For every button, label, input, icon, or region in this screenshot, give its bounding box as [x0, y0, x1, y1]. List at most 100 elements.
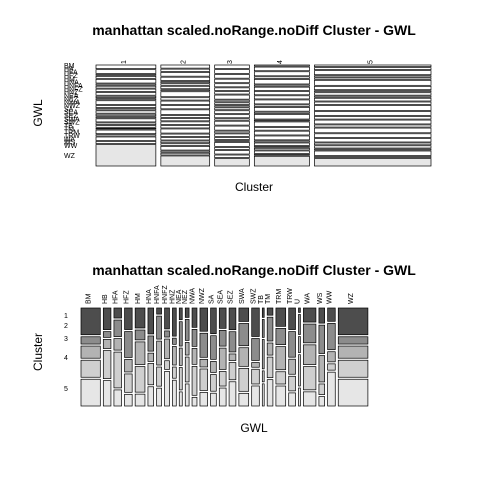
top-tile [253, 154, 310, 156]
bottom-tile-cluster-2 [172, 337, 177, 345]
bottom-x-tick-label: U [295, 299, 302, 304]
bottom-x-tick-label: TM [265, 294, 272, 304]
top-y-tick-label: NWA [64, 100, 80, 107]
top-x-axis-label: Cluster [235, 180, 273, 194]
bottom-tile-cluster-5 [113, 389, 122, 407]
top-tile [253, 66, 310, 72]
top-x-tick-label: 1 [121, 60, 128, 64]
bottom-column-HNFZ [164, 307, 170, 407]
top-mosaic-columns [95, 64, 432, 167]
bottom-x-tick-label: WZ [348, 292, 355, 304]
bottom-tile-cluster-2 [102, 331, 112, 338]
bottom-x-tick-labels: BM HB HFA HFZ HM HNA HNFA HNFZ HNZ NEA NEZ NWA NWZ SA… [86, 285, 355, 304]
bottom-column-HM [134, 307, 146, 407]
bottom-tile-cluster-2 [113, 319, 122, 337]
bottom-tile-cluster-3 [298, 336, 301, 354]
bottom-tile-cluster-5 [178, 391, 183, 407]
top-tile [160, 121, 211, 125]
bottom-tile-cluster-3 [156, 340, 162, 366]
top-tile [214, 130, 250, 134]
top-y-tick-label: SWA [64, 116, 80, 123]
top-y-tick-label: TM [64, 126, 74, 133]
bottom-x-tick-label: TB [258, 295, 265, 304]
top-y-tick-label: HNZ [64, 90, 79, 97]
bottom-x-tick-label: WS [317, 292, 324, 304]
top-tile [160, 109, 211, 115]
bottom-tile-cluster-3 [288, 358, 296, 375]
bottom-tile-cluster-1 [266, 307, 274, 316]
bottom-x-tick-label: HNFZ [162, 285, 169, 304]
top-y-tick-label: SA [64, 106, 74, 113]
top-tile [253, 150, 310, 154]
top-tile [253, 147, 310, 151]
bottom-tile-cluster-5 [147, 386, 155, 407]
bottom-column-WS [318, 307, 325, 407]
top-y-tick-label: SWZ [64, 120, 80, 127]
top-tile [160, 140, 211, 144]
top-tile [95, 118, 157, 123]
bottom-tile-cluster-5 [164, 371, 170, 407]
bottom-tile-cluster-4 [147, 363, 155, 386]
top-tile [95, 100, 157, 105]
bottom-tile-cluster-3 [238, 347, 250, 367]
top-tile [314, 156, 432, 158]
top-tile [214, 99, 250, 103]
top-tile [95, 74, 157, 76]
bottom-column-NEA [178, 307, 183, 407]
bottom-x-tick-label: HFZ [123, 290, 130, 304]
top-tile [214, 105, 250, 108]
bottom-mosaic-chart: manhattan scaled.noRange.noDiff Cluster … [31, 262, 416, 435]
bottom-tile-cluster-2 [191, 329, 198, 347]
bottom-tile-cluster-5 [80, 378, 101, 407]
top-tile [95, 64, 157, 70]
bottom-tile-cluster-4 [303, 366, 317, 391]
top-tile [314, 145, 432, 149]
top-tile [95, 78, 157, 84]
top-tile [314, 150, 432, 156]
bottom-tile-cluster-5 [261, 383, 265, 407]
top-tile [214, 137, 250, 140]
bottom-x-tick-label: HM [135, 293, 142, 304]
top-tile [214, 91, 250, 95]
top-tile [95, 141, 157, 144]
bottom-tile-cluster-1 [191, 307, 198, 328]
bottom-tile-cluster-1 [275, 307, 287, 327]
top-tile [160, 105, 211, 110]
top-tile [214, 133, 250, 137]
top-tile [214, 118, 250, 121]
bottom-tile-cluster-5 [191, 396, 198, 407]
bottom-tile-cluster-2 [337, 336, 369, 345]
top-tile [214, 140, 250, 142]
top-tile [314, 142, 432, 146]
top-y-tick-label: SEZ [64, 113, 78, 120]
top-tile [314, 127, 432, 134]
bottom-tile-cluster-4 [113, 351, 122, 389]
top-y-tick-label: BM [64, 63, 75, 70]
top-tile [253, 91, 310, 96]
bottom-column-BM [80, 307, 101, 407]
bottom-column-SWZ [251, 307, 260, 407]
top-tile [314, 105, 432, 111]
top-x-tick-label: 4 [277, 60, 284, 64]
top-tile [160, 85, 211, 90]
bottom-column-SEZ [228, 307, 237, 407]
top-y-tick-label: HNFA [64, 83, 83, 90]
top-tile [314, 85, 432, 91]
bottom-tile-cluster-5 [238, 392, 250, 407]
top-tile [95, 85, 157, 89]
bottom-tile-cluster-2 [210, 335, 217, 360]
top-y-tick-label: HFZ [64, 73, 78, 80]
bottom-tile-cluster-4 [80, 359, 101, 378]
top-tile [95, 110, 157, 114]
top-x-tick-label: 2 [180, 60, 187, 64]
top-tile [253, 114, 310, 120]
top-tile [160, 83, 211, 86]
top-tile [253, 111, 310, 114]
bottom-tile-cluster-3 [80, 345, 101, 359]
bottom-tile-cluster-3 [178, 347, 183, 366]
bottom-tile-cluster-4 [238, 367, 250, 392]
bottom-column-SEA [218, 307, 227, 407]
bottom-mosaic-columns [80, 307, 369, 407]
bottom-tile-cluster-4 [337, 359, 369, 378]
top-column-1 [95, 64, 157, 167]
